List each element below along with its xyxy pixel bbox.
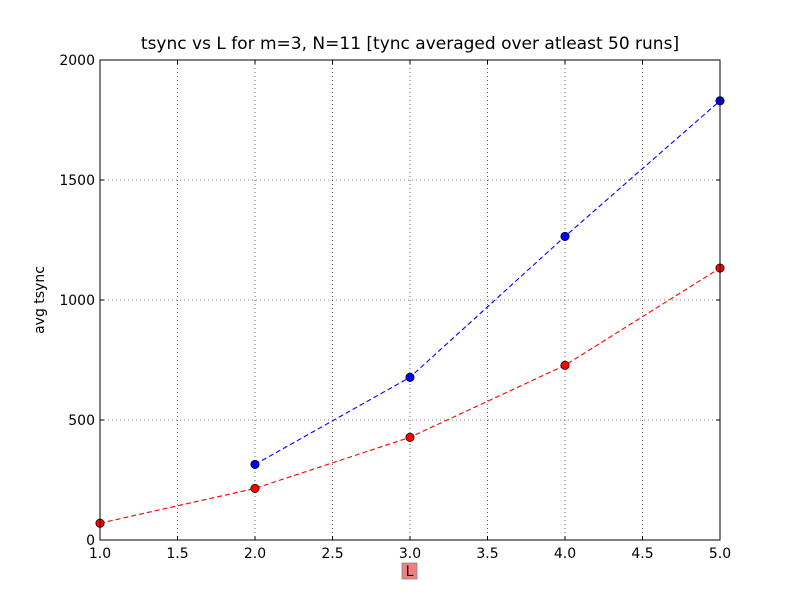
x-tick-label: 4.0 bbox=[554, 546, 576, 562]
axis-ticks: 1.0 1.5 2.0 2.5 3.0 3.5 4.0 4.5 5.0 0 500 1000 1500 2… bbox=[59, 53, 731, 562]
y-axis-label: avg tsync bbox=[32, 266, 48, 334]
x-tick-label: 1.5 bbox=[166, 546, 188, 562]
x-tick-label: 4.5 bbox=[631, 546, 653, 562]
x-axis-label-highlight bbox=[401, 562, 418, 580]
x-axis-label: L bbox=[406, 564, 414, 580]
x-tick-label: 5.0 bbox=[709, 546, 731, 562]
x-tick-label: 3.5 bbox=[476, 546, 498, 562]
data-point bbox=[250, 483, 260, 493]
x-tick-label: 2.5 bbox=[321, 546, 343, 562]
data-point bbox=[560, 360, 570, 370]
data-point bbox=[405, 432, 415, 442]
data-point bbox=[250, 459, 260, 469]
data-point bbox=[560, 231, 570, 241]
series-0 bbox=[250, 96, 725, 469]
plot-series bbox=[95, 96, 725, 528]
x-tick-label: 2.0 bbox=[244, 546, 266, 562]
x-tick-label: 3.0 bbox=[399, 546, 421, 562]
series-line bbox=[254, 100, 721, 465]
y-tick-label: 2000 bbox=[59, 53, 95, 69]
y-tick-label: 1500 bbox=[59, 173, 95, 189]
x-tick-label: 1.0 bbox=[89, 546, 111, 562]
y-tick-label: 0 bbox=[86, 533, 95, 549]
data-point bbox=[405, 372, 415, 382]
y-tick-label: 1000 bbox=[59, 293, 95, 309]
y-tick-label: 500 bbox=[68, 413, 95, 429]
chart-title: tsync vs L for m=3, N=11 [tync averaged … bbox=[141, 34, 679, 54]
